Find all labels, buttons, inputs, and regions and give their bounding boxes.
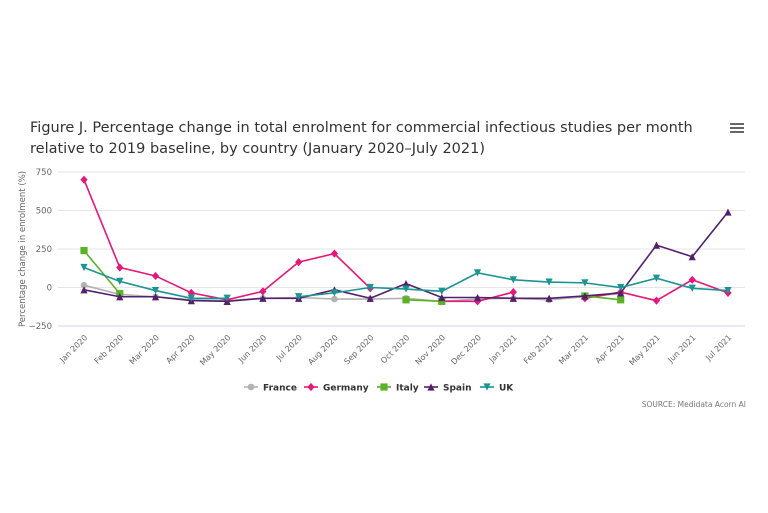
data-point-spain [724,208,732,216]
data-point-spain [151,293,160,301]
legend-item-germany[interactable]: Germany [323,384,369,394]
data-point-uk [617,283,625,292]
chart-title: Figure J. Percentage change in total enr… [30,120,693,157]
data-point-uk [116,277,124,285]
data-point-germany [116,263,124,272]
data-point-spain [259,294,267,302]
data-point-uk [402,285,410,293]
data-point-france [80,281,88,289]
data-point-uk [688,284,696,292]
data-point-spain [688,253,696,261]
x-tick-label: Mar 2021 [557,333,590,366]
legend-marker-spain [427,383,435,391]
data-point-italy [617,296,625,304]
data-point-spain [116,293,124,301]
data-point-germany [688,275,696,284]
data-point-italy [80,246,88,255]
data-point-uk [545,278,553,286]
data-point-uk [509,276,517,284]
series-line-italy [584,295,621,301]
x-tick-label: Apr 2020 [164,333,196,365]
data-point-uk [438,287,446,295]
x-tick-label: Aug 2020 [306,333,340,367]
legend-marker-uk [483,383,491,391]
data-point-germany [330,249,339,258]
series-line-germany [83,179,371,301]
x-tick-label: Jan 2021 [487,333,519,365]
y-tick-label: −250 [29,322,52,332]
data-point-uk [581,279,589,287]
source-note: SOURCE: Medidata Acorn AI [641,400,746,409]
data-point-uk [223,294,231,302]
data-point-spain [366,294,374,302]
series-line-italy [405,299,442,303]
data-point-uk [187,294,195,302]
data-point-france [331,295,338,303]
x-tick-label: Jan 2020 [57,333,89,365]
x-tick-label: Apr 2021 [594,333,626,365]
x-tick-label: Mar 2020 [128,333,161,366]
data-point-spain [581,292,589,300]
data-point-uk [724,286,732,295]
x-tick-label: Jun 2021 [666,333,698,365]
data-point-spain [473,293,482,302]
legend-item-italy[interactable]: Italy [396,384,419,394]
data-point-spain [80,286,88,294]
x-tick-label: Jul 2021 [703,333,733,363]
y-tick-label: 250 [36,245,52,255]
data-point-uk [295,293,303,301]
data-point-germany [295,257,303,267]
y-tick-label: 500 [36,207,52,217]
x-tick-label: May 2020 [198,333,232,367]
data-point-spain [652,241,661,249]
data-point-spain [545,294,553,302]
y-tick-label: 0 [47,284,52,294]
y-tick-label: 750 [36,168,52,178]
data-point-spain [509,294,517,302]
x-tick-label: Sep 2020 [342,333,375,366]
data-point-uk [652,274,661,282]
x-tick-label: Jun 2020 [236,333,268,365]
hamburger-menu-icon[interactable] [730,121,744,135]
data-point-uk [473,269,482,277]
data-point-spain [438,293,446,302]
legend-item-spain[interactable]: Spain [443,384,472,394]
legend-marker-italy [380,383,388,391]
data-point-germany [259,287,267,296]
legend-item-uk[interactable]: UK [499,384,514,394]
x-tick-label: May 2021 [628,333,662,367]
data-point-italy [402,296,410,304]
data-point-uk [330,289,339,297]
x-tick-label: Feb 2020 [93,333,126,366]
x-tick-label: Dec 2020 [449,333,483,367]
y-axis-label: Percentage change in enrolment (%) [18,171,28,327]
data-point-uk [151,286,160,295]
x-tick-label: Feb 2021 [522,333,555,366]
x-tick-label: Nov 2020 [414,333,448,367]
data-point-germany [151,271,160,281]
series-line-italy [83,250,121,295]
data-point-uk [80,263,88,272]
data-point-spain [617,289,625,297]
x-tick-label: Oct 2020 [379,333,411,365]
legend-item-france[interactable]: France [263,384,297,394]
x-tick-label: Jul 2020 [274,333,304,363]
data-point-germany [80,175,88,184]
legend-marker-france [247,383,255,391]
data-point-uk [366,283,374,292]
data-point-italy [438,297,446,305]
data-point-germany [652,296,661,305]
legend-marker-germany [307,382,315,392]
data-point-germany [509,288,517,297]
